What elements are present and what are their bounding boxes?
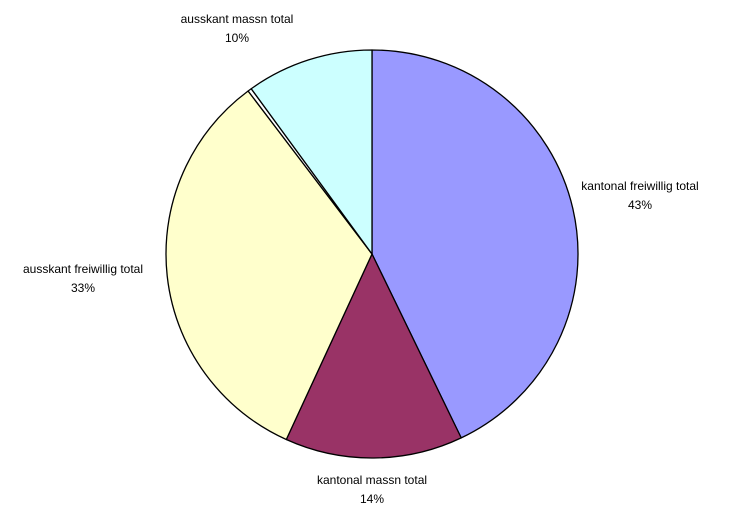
slice-label-3: ausskant freiwillig total (23, 262, 143, 276)
labels-layer: kantonal freiwillig total 43% kantonal mas… (23, 12, 699, 506)
pie-slice-2 (285, 253, 462, 459)
slices-layer (165, 49, 579, 459)
pie-slice-5 (250, 49, 373, 255)
slice-label-5: ausskant massn total (181, 12, 294, 26)
slice-percent-3: 33% (71, 281, 95, 295)
slice-percent-1: 43% (628, 198, 652, 212)
slice-percent-2: 14% (360, 492, 384, 506)
slice-label-1: kantonal freiwillig total (581, 179, 698, 193)
pie-slice-3 (165, 90, 373, 441)
slice-label-2: kantonal massn total (317, 473, 427, 487)
pie-slice-1 (371, 49, 579, 439)
slice-percent-5: 10% (225, 31, 249, 45)
